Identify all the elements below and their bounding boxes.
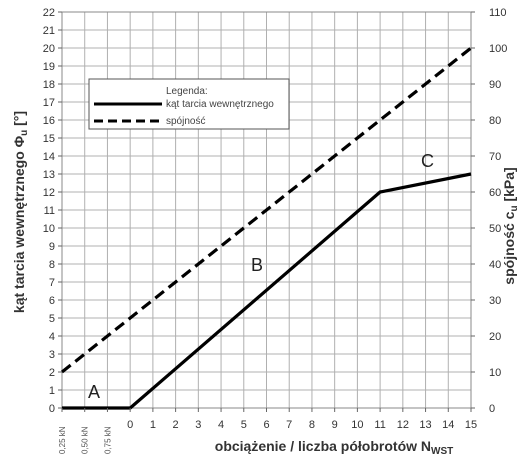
y-left-tick-label: 4: [49, 331, 55, 343]
y-right-tick-label: 50: [489, 223, 501, 235]
legend-label-kat-tarcia: kąt tarcia wewnętrznego: [166, 99, 274, 110]
x-tick-label: 1: [150, 419, 156, 431]
y-right-tick-label: 0: [489, 403, 495, 415]
y-right-tick-label: 110: [489, 7, 507, 19]
y-left-tick-label: 19: [43, 61, 55, 73]
y-left-tick-label: 0: [49, 403, 55, 415]
x-tick-label: 6: [263, 419, 269, 431]
legend: Legenda: kąt tarcia wewnętrznego spójnoś…: [88, 78, 290, 130]
y-left-tick-label: 12: [43, 187, 55, 199]
y-right-tick-label: 70: [489, 151, 501, 163]
y-left-tick-label: 9: [49, 241, 55, 253]
x-tick-label: 4: [218, 419, 224, 431]
y-left-tick-label: 21: [43, 25, 55, 37]
x-tick-label: 7: [286, 419, 292, 431]
x-load-tick-label: 0,25 kN: [58, 426, 67, 454]
y-left-tick-label: 5: [49, 313, 55, 325]
y-left-tick-label: 15: [43, 133, 55, 145]
y-left-tick-label: 11: [44, 205, 55, 217]
x-load-tick-label: 0,75 kN: [103, 426, 112, 454]
legend-title: Legenda:: [166, 86, 208, 97]
legend-label-spojnosc: spójność: [166, 116, 205, 127]
y-left-tick-label: 13: [43, 169, 55, 181]
y-right-tick-label: 10: [489, 367, 501, 379]
y-left-tick-label: 2: [49, 367, 55, 379]
tick-labels: 0123456789101112131415161718192021220102…: [43, 7, 508, 454]
x-tick-label: 8: [309, 419, 315, 431]
x-tick-label: 9: [332, 419, 338, 431]
series-line-spojnosc: [61, 46, 472, 374]
x-tick-label: 11: [374, 419, 385, 431]
y-right-tick-label: 30: [489, 295, 501, 307]
annotation-b: B: [251, 255, 263, 275]
y-left-tick-label: 6: [49, 295, 55, 307]
y-left-tick-label: 14: [43, 151, 55, 163]
y-left-tick-label: 17: [43, 97, 55, 109]
y-right-tick-label: 60: [489, 187, 501, 199]
x-tick-label: 3: [195, 419, 201, 431]
y-left-tick-label: 16: [43, 115, 55, 127]
y-left-tick-label: 22: [43, 7, 55, 19]
x-load-tick-label: 0,50 kN: [81, 426, 90, 454]
y-left-tick-label: 20: [43, 43, 55, 55]
y-right-tick-label: 40: [489, 259, 501, 271]
y-right-tick-label: 90: [489, 79, 501, 91]
x-tick-label: 14: [442, 419, 454, 431]
y-axis-right-title: spójność cu [kPa]: [501, 167, 520, 284]
y-left-tick-label: 18: [43, 79, 55, 91]
x-tick-label: 5: [241, 419, 247, 431]
y-left-tick-label: 3: [49, 349, 55, 361]
y-left-tick-label: 1: [49, 385, 55, 397]
y-right-tick-label: 80: [489, 115, 501, 127]
y-axis-left-title: kąt tarcia wewnętrznego Φu [°]: [11, 111, 30, 313]
annotation-a: A: [88, 382, 100, 402]
y-left-tick-label: 8: [49, 259, 55, 271]
x-tick-label: 15: [465, 419, 477, 431]
x-tick-label: 12: [397, 419, 409, 431]
y-left-tick-label: 7: [49, 277, 55, 289]
x-tick-label: 0: [127, 419, 133, 431]
y-right-tick-label: 20: [489, 331, 501, 343]
y-left-tick-label: 10: [43, 223, 55, 235]
x-tick-label: 2: [173, 419, 179, 431]
y-right-tick-label: 100: [489, 43, 507, 55]
x-tick-label: 10: [351, 419, 363, 431]
x-tick-label: 13: [419, 419, 431, 431]
x-axis-title: obciążenie / liczba półobrotów NWST: [215, 438, 453, 457]
annotation-c: C: [421, 151, 434, 171]
